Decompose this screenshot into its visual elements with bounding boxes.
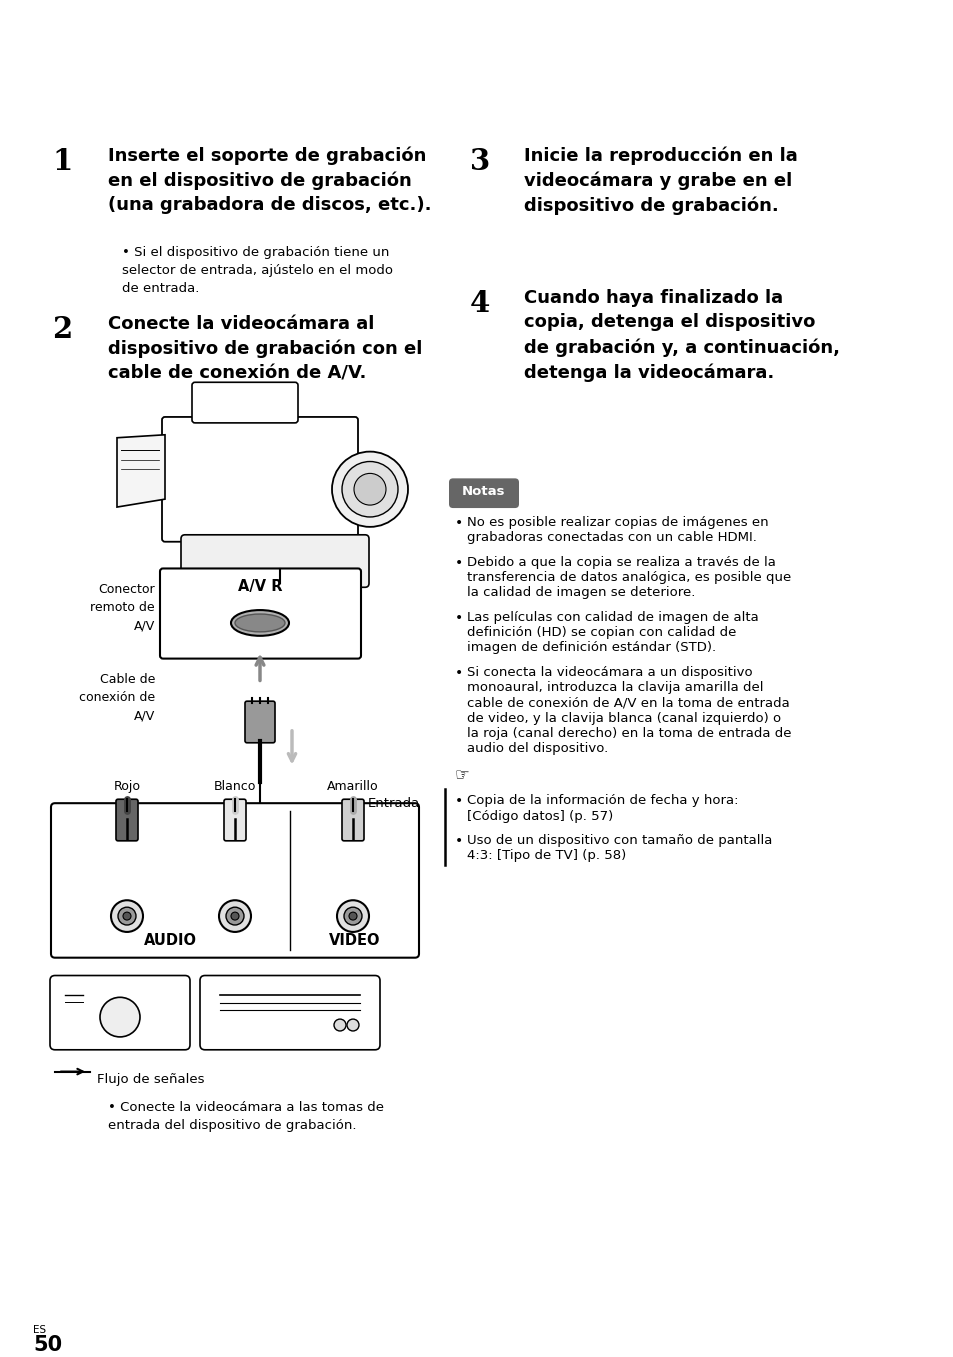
Text: •: •	[455, 835, 463, 848]
Text: AUDIO: AUDIO	[143, 932, 196, 947]
Circle shape	[332, 452, 408, 527]
Text: Flujo de señales: Flujo de señales	[97, 1073, 204, 1086]
Circle shape	[341, 461, 397, 517]
Text: grabadoras conectadas con un cable HDMI.: grabadoras conectadas con un cable HDMI.	[467, 532, 756, 544]
Circle shape	[336, 900, 369, 932]
Circle shape	[231, 912, 239, 920]
FancyBboxPatch shape	[449, 479, 518, 508]
FancyBboxPatch shape	[116, 799, 138, 841]
Circle shape	[354, 474, 386, 505]
Text: •: •	[455, 516, 463, 531]
Text: Uso de un dispositivo con tamaño de pantalla: Uso de un dispositivo con tamaño de pant…	[467, 835, 772, 847]
Circle shape	[226, 908, 244, 925]
Text: imagen de definición estándar (STD).: imagen de definición estándar (STD).	[467, 642, 716, 654]
Circle shape	[111, 900, 143, 932]
Circle shape	[349, 912, 356, 920]
Text: •: •	[455, 555, 463, 570]
Circle shape	[344, 908, 361, 925]
Text: Blanco: Blanco	[213, 780, 256, 794]
Text: ☞: ☞	[455, 767, 470, 784]
Text: transferencia de datos analógica, es posible que: transferencia de datos analógica, es pos…	[467, 571, 790, 584]
Text: A/V R: A/V R	[237, 579, 282, 594]
Text: Conector
remoto de
A/V: Conector remoto de A/V	[91, 584, 154, 632]
FancyBboxPatch shape	[50, 976, 190, 1050]
Circle shape	[100, 997, 140, 1037]
Text: 4: 4	[470, 289, 490, 318]
Text: Rojo: Rojo	[113, 780, 140, 794]
Text: Conecte la videocámara al
dispositivo de grabación con el
cable de conexión de A: Conecte la videocámara al dispositivo de…	[108, 315, 422, 383]
Text: Cable de
conexión de
A/V: Cable de conexión de A/V	[79, 673, 154, 722]
FancyBboxPatch shape	[162, 417, 357, 541]
Text: •: •	[455, 665, 463, 680]
Text: No es posible realizar copias de imágenes en: No es posible realizar copias de imágene…	[467, 516, 768, 529]
Text: monoaural, introduzca la clavija amarilla del: monoaural, introduzca la clavija amarill…	[467, 681, 762, 693]
Text: •: •	[455, 794, 463, 809]
Text: Inserte el soporte de grabación
en el dispositivo de grabación
(una grabadora de: Inserte el soporte de grabación en el di…	[108, 147, 431, 214]
Text: 3: 3	[470, 147, 490, 175]
Text: de video, y la clavija blanca (canal izquierdo) o: de video, y la clavija blanca (canal izq…	[467, 711, 781, 725]
Text: cable de conexión de A/V en la toma de entrada: cable de conexión de A/V en la toma de e…	[467, 696, 789, 710]
Text: Notas: Notas	[462, 486, 505, 498]
FancyBboxPatch shape	[160, 569, 360, 658]
Text: •: •	[455, 611, 463, 624]
Text: ES: ES	[33, 1326, 46, 1335]
Text: 4:3: [Tipo de TV] (p. 58): 4:3: [Tipo de TV] (p. 58)	[467, 849, 625, 862]
Circle shape	[334, 1019, 346, 1031]
FancyBboxPatch shape	[224, 799, 246, 841]
Text: la roja (canal derecho) en la toma de entrada de: la roja (canal derecho) en la toma de en…	[467, 727, 791, 740]
Text: Copia de la información de fecha y hora:: Copia de la información de fecha y hora:	[467, 794, 738, 807]
FancyBboxPatch shape	[181, 535, 369, 588]
Text: Inicie la reproducción en la
videocámara y grabe en el
dispositivo de grabación.: Inicie la reproducción en la videocámara…	[523, 147, 797, 216]
FancyBboxPatch shape	[245, 702, 274, 742]
Polygon shape	[117, 434, 165, 508]
Text: Debido a que la copia se realiza a través de la: Debido a que la copia se realiza a travé…	[467, 555, 775, 569]
Text: definición (HD) se copian con calidad de: definición (HD) se copian con calidad de	[467, 626, 736, 639]
Text: • Si el dispositivo de grabación tiene un
selector de entrada, ajústelo en el mo: • Si el dispositivo de grabación tiene u…	[122, 246, 393, 294]
Text: 50: 50	[33, 1335, 62, 1356]
Text: • Conecte la videocámara a las tomas de
entrada del dispositivo de grabación.: • Conecte la videocámara a las tomas de …	[108, 1102, 384, 1132]
Circle shape	[118, 908, 136, 925]
Circle shape	[123, 912, 131, 920]
Ellipse shape	[231, 611, 289, 636]
Ellipse shape	[234, 613, 285, 632]
FancyBboxPatch shape	[341, 799, 364, 841]
Text: 1: 1	[52, 147, 72, 175]
Text: Amarillo: Amarillo	[327, 780, 378, 794]
Text: audio del dispositivo.: audio del dispositivo.	[467, 742, 608, 756]
Text: [Código datos] (p. 57): [Código datos] (p. 57)	[467, 810, 613, 822]
FancyBboxPatch shape	[51, 803, 418, 958]
FancyBboxPatch shape	[192, 383, 297, 423]
Text: la calidad de imagen se deteriore.: la calidad de imagen se deteriore.	[467, 586, 695, 600]
Text: 2: 2	[52, 315, 72, 343]
Text: Cuando haya finalizado la
copia, detenga el dispositivo
de grabación y, a contin: Cuando haya finalizado la copia, detenga…	[523, 289, 840, 381]
Text: Las películas con calidad de imagen de alta: Las películas con calidad de imagen de a…	[467, 611, 758, 624]
FancyBboxPatch shape	[200, 976, 379, 1050]
Text: Si conecta la videocámara a un dispositivo: Si conecta la videocámara a un dispositi…	[467, 665, 752, 678]
Text: Entrada: Entrada	[367, 798, 419, 810]
Circle shape	[347, 1019, 358, 1031]
Circle shape	[219, 900, 251, 932]
Text: VIDEO: VIDEO	[329, 932, 380, 947]
